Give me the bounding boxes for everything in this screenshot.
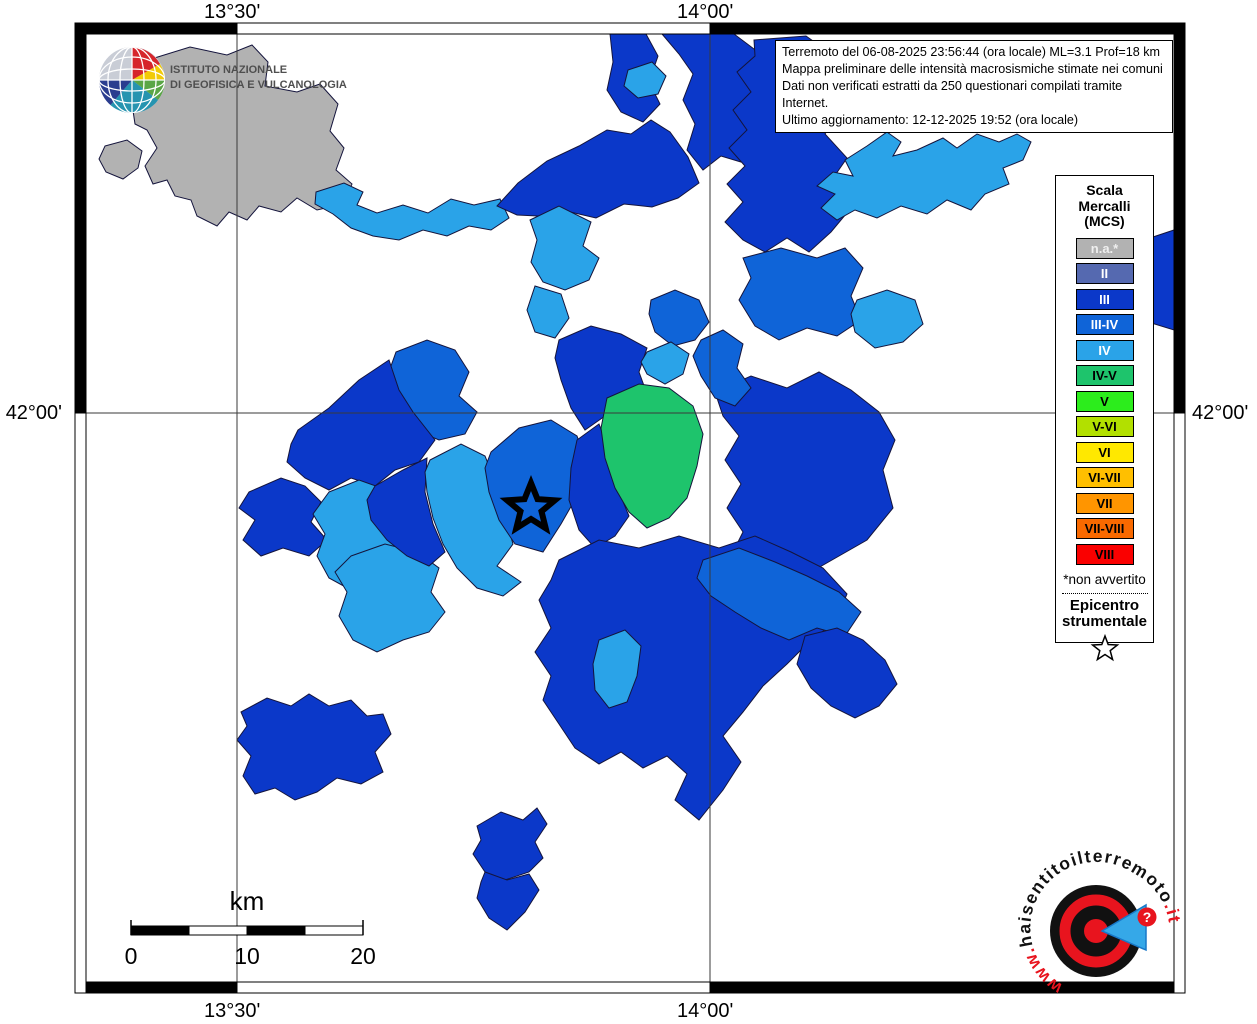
legend-swatch-VII-VIII: VII-VIII [1075,518,1134,539]
municipality-region [496,119,700,219]
info-line: Dati non verificati estratti da 250 ques… [782,79,1123,110]
municipality-region [476,871,540,931]
municipality-region [648,289,710,347]
municipality-region [816,131,1032,221]
legend-footnote: *non avvertito [1063,571,1146,587]
haisentitoilterremoto-logo: ? www.haisentitoilterremoto.it [1014,846,1183,999]
municipalities-layer [98,33,1175,931]
legend-swatch-II: II [1075,263,1134,284]
municipality-region [526,285,570,339]
legend-swatch-VIII: VIII [1075,543,1134,565]
municipality-region [850,289,924,349]
municipality-region [472,807,548,881]
scale-bar-unit: km [230,886,265,916]
epicenter-star-symbol [1056,633,1153,668]
megaphone-icon [1100,903,1147,952]
municipality-region [286,359,436,491]
earthquake-info-box: Terremoto del 06-08-2025 23:56:44 (ora l… [775,40,1173,133]
latitude-label-right: 42°00' [1192,402,1249,424]
municipality-region [238,477,328,557]
municipality-region [623,61,667,99]
bullseye-center [1084,919,1108,943]
scale-bar-tick: 10 [234,943,260,969]
legend-swatch-VI-VII: VI-VII [1075,467,1134,488]
legend-title: Scala Mercalli (MCS) [1078,182,1131,229]
question-mark: ? [1143,909,1152,925]
map-frame [74,22,1186,994]
municipality-region [529,205,600,291]
municipality-region [115,44,353,227]
municipality-region [98,139,143,180]
legend-swatch-V-VI: V-VI [1075,416,1134,437]
municipality-region [366,457,446,567]
epicenter-star [499,474,563,535]
legend-divider [1061,592,1148,594]
legend-epicenter-label: Epicentro strumentale [1061,596,1148,630]
municipality-region [236,693,392,801]
municipality-region [640,341,690,385]
longitude-label-bottom-left: 13°30' [204,1000,261,1022]
municipality-region [714,371,896,573]
longitude-label-bottom-right: 14°00' [677,1000,734,1022]
scale-bar-tick: 0 [125,943,138,969]
longitude-label-top-right: 14°00' [677,1,734,23]
legend-swatch-V: V [1075,390,1134,412]
latitude-label-left: 42°00' [5,402,62,424]
municipality-region [592,629,642,709]
legend-swatch-IV: IV [1075,339,1134,361]
legend-swatch-III-IV: III-IV [1075,314,1134,335]
municipality-region [692,329,752,407]
legend-items: n.a.* II III III-IV IV IV-V V V-VI VI VI-VII VII VI… [1056,237,1153,565]
scale-bar: km 0 10 20 [125,886,376,969]
legend-swatch-VI: VI [1075,441,1134,463]
municipality-region [314,182,510,241]
ingv-name-line2: DI GEOFISICA E VULCANOLOGIA [170,79,347,91]
ingv-name-line1: ISTITUTO NAZIONALE [170,64,287,76]
municipality-region [600,383,704,529]
legend-swatch-III: III [1075,288,1134,310]
legend-swatch-n.a.*: n.a.* [1075,237,1134,259]
graticule-layer [86,34,1174,982]
legend-swatch-IV-V: IV-V [1075,365,1134,386]
longitude-label-top-left: 13°30' [204,1,261,23]
ingv-logo: ISTITUTO NAZIONALE DI GEOFISICA E VULCAN… [99,47,347,113]
intensity-legend: Scala Mercalli (MCS) n.a.* II III III-IV IV IV-… [1055,175,1154,661]
municipality-region [484,419,588,553]
question-badge [1137,907,1157,927]
municipality-region [796,627,898,719]
scale-bar-tick: 20 [350,943,376,969]
info-line: Terremoto del 06-08-2025 23:56:44 (ora l… [782,45,1161,59]
info-line: Mappa preliminare delle intensità macros… [782,62,1163,76]
municipality-region [738,247,864,341]
info-line: Ultimo aggiornamento: 12-12-2025 19:52 (… [782,113,1079,127]
legend-swatch-VII: VII [1075,492,1134,514]
